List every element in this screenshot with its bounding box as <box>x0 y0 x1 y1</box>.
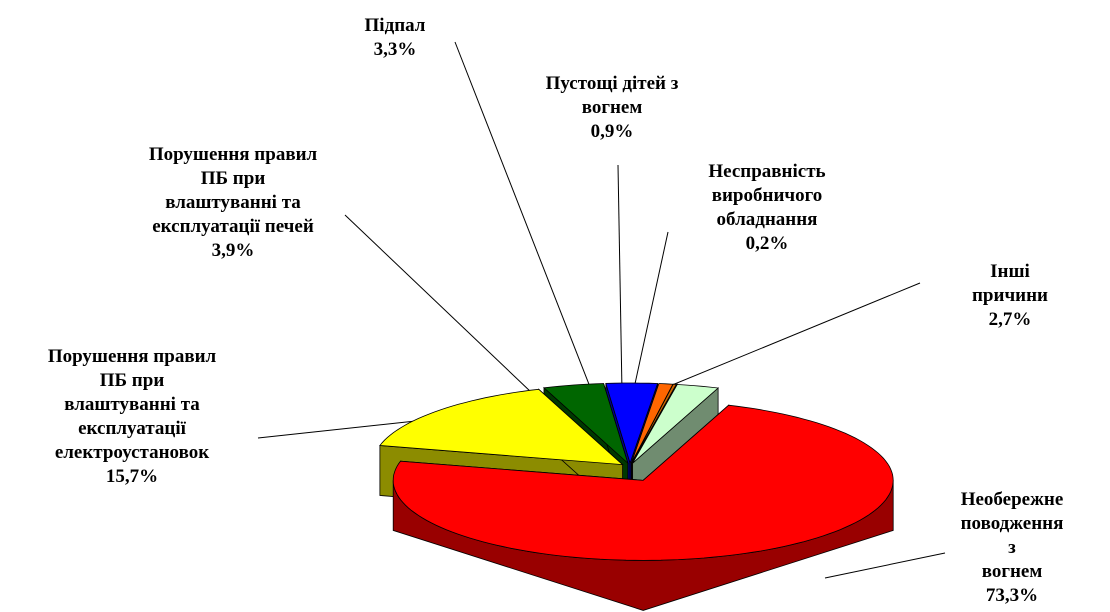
data-label: Несправність виробничого обладнання 0,2% <box>708 160 825 256</box>
category-label: Інші причини <box>971 261 1049 306</box>
data-label: Порушення правил ПБ при влаштуванні та е… <box>149 143 317 263</box>
value-label: 2,7% <box>988 309 1032 330</box>
leader-line <box>632 231 669 394</box>
category-label: Порушення правил ПБ при влаштуванні та е… <box>47 346 217 463</box>
data-label: Пустощі дітей з вогнем 0,9% <box>546 72 679 144</box>
slice <box>632 384 720 464</box>
slice <box>631 383 677 464</box>
leader-line <box>659 282 921 391</box>
leader-line <box>617 164 623 393</box>
value-label: 3,3% <box>373 39 417 60</box>
value-label: 15,7% <box>105 466 159 487</box>
leader-line <box>344 214 533 394</box>
category-label: Підпал <box>364 15 426 36</box>
category-label: Пустощі дітей з вогнем <box>545 73 679 118</box>
data-label: Необережне поводження з вогнем 73,3% <box>961 488 1064 608</box>
value-label: 73,3% <box>985 585 1039 606</box>
leader-line <box>824 552 946 579</box>
value-label: 0,2% <box>745 233 789 254</box>
leader-line <box>454 41 593 393</box>
slice <box>543 383 629 465</box>
pie <box>379 382 894 611</box>
category-label: Порушення правил ПБ при влаштуванні та е… <box>148 144 318 237</box>
value-label: 3,9% <box>211 240 255 261</box>
category-label: Несправність виробничого обладнання <box>708 161 826 230</box>
category-label: Необережне поводження з вогнем <box>960 489 1064 582</box>
leader-line <box>257 419 426 439</box>
slice <box>392 404 894 561</box>
slice <box>605 382 659 465</box>
data-label: Підпал 3,3% <box>365 14 426 62</box>
value-label: 0,9% <box>590 121 634 142</box>
leader-lines <box>257 41 946 579</box>
slice <box>379 388 624 466</box>
data-label: Інші причини 2,7% <box>960 260 1060 332</box>
data-label: Порушення правил ПБ при влаштуванні та е… <box>48 345 216 489</box>
